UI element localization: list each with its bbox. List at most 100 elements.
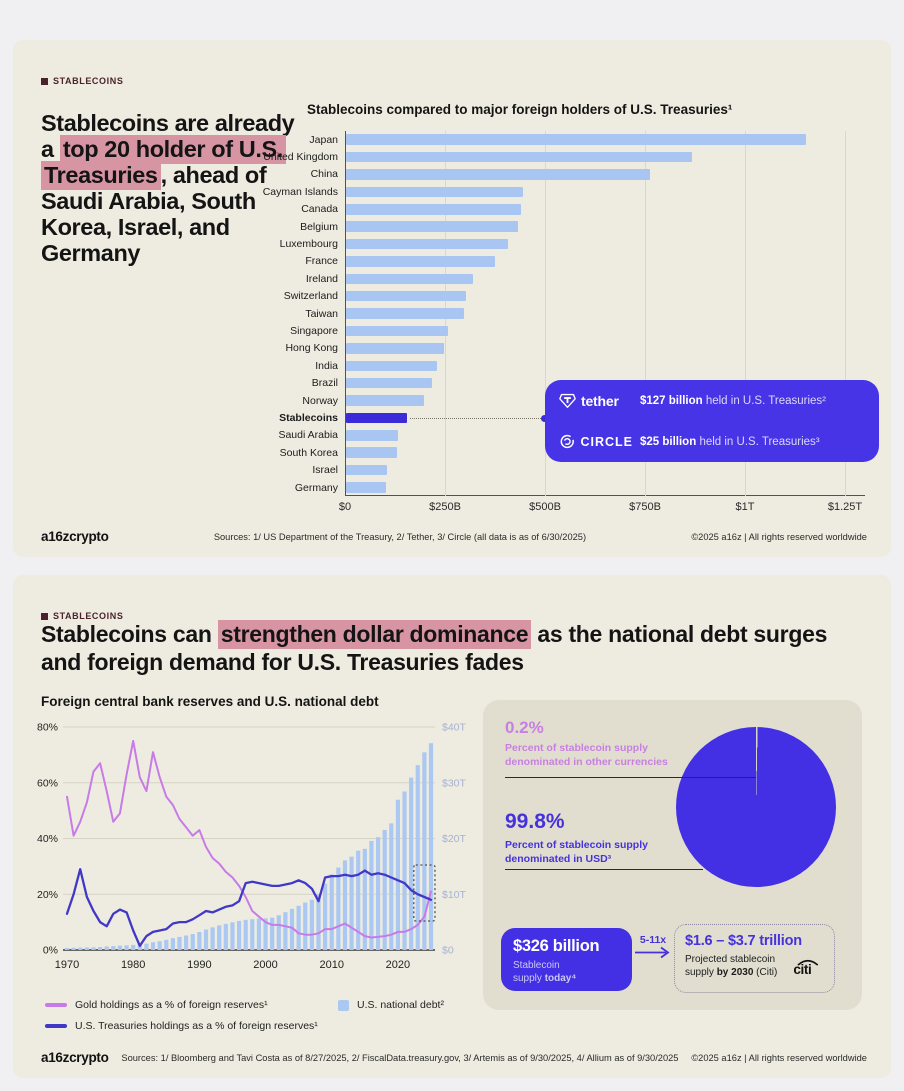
bar bbox=[346, 308, 464, 319]
bar-label: Cayman Islands bbox=[262, 185, 338, 198]
treasuries-line-swatch bbox=[45, 1024, 67, 1028]
bar-row-canada: Canada bbox=[295, 201, 865, 218]
debt-bar bbox=[190, 934, 195, 950]
debt-bar bbox=[422, 752, 427, 950]
combo-chart-svg: 0% $0 20% $10T 40% $20T 60% $30T 80% $40T 1970 1980… bbox=[37, 722, 467, 972]
circle-row: CIRCLE $25 billion held in U.S. Treasuri… bbox=[559, 433, 865, 450]
legend-label: U.S. Treasuries holdings as a % of forei… bbox=[75, 1020, 318, 1032]
bar bbox=[346, 377, 432, 389]
debt-bar bbox=[236, 920, 242, 950]
slide2-headline: Stablecoins can strengthen dollar domina… bbox=[41, 620, 841, 676]
left-tick-label: 20% bbox=[37, 889, 58, 901]
slide1-footer: a16zcrypto Sources: 1/ US Department of … bbox=[41, 529, 867, 544]
debt-bar bbox=[137, 944, 142, 950]
supply-label-today: today⁴ bbox=[544, 973, 577, 984]
debt-bar bbox=[131, 944, 136, 950]
slide-treasury-holders: STABLECOINS Stablecoins are already a to… bbox=[13, 40, 891, 557]
gold-line-swatch bbox=[45, 1003, 67, 1007]
leader-dot bbox=[540, 414, 548, 422]
debt-bar bbox=[184, 935, 189, 950]
tether-brand: tether bbox=[559, 392, 633, 409]
treasury-holders-chart: Stablecoins compared to major foreign ho… bbox=[262, 98, 865, 517]
debt-bar bbox=[91, 947, 96, 950]
bar bbox=[346, 464, 387, 476]
bar-row-ireland: Ireland bbox=[295, 270, 865, 287]
debt-bar bbox=[177, 936, 182, 950]
debt-bar bbox=[329, 874, 334, 950]
x-tick-label: 2000 bbox=[253, 959, 277, 971]
debt-bar bbox=[409, 777, 414, 950]
circle-wordmark: CIRCLE bbox=[580, 434, 633, 449]
projection-box: $1.6 – $3.7 trillion Projected stablecoi… bbox=[674, 924, 835, 993]
tether-wordmark: tether bbox=[581, 392, 619, 409]
right-tick-label: $20T bbox=[442, 833, 467, 845]
sources-text: Sources: 1/ Bloomberg and Tavi Costa as … bbox=[121, 1052, 679, 1063]
bar-row-belgium: Belgium bbox=[295, 218, 865, 235]
debt-bar bbox=[375, 837, 381, 950]
bar-label: India bbox=[315, 359, 338, 372]
bar-label: Luxembourg bbox=[279, 238, 338, 251]
growth-multiple-label: 5-11x bbox=[639, 934, 667, 946]
left-tick-label: 60% bbox=[37, 777, 58, 789]
debt-bar bbox=[157, 941, 162, 950]
bar-label: Ireland bbox=[305, 272, 338, 285]
legend-item-gold: Gold holdings as a % of foreign reserves… bbox=[45, 999, 327, 1011]
tag-label: STABLECOINS bbox=[53, 611, 124, 621]
right-tick-label: $0 bbox=[442, 945, 454, 957]
bar bbox=[346, 395, 424, 406]
circle-brand: CIRCLE bbox=[559, 433, 633, 450]
debt-bar bbox=[402, 791, 407, 950]
combo-chart-title: Foreign central bank reserves and U.S. n… bbox=[41, 694, 379, 709]
bar-row-brazil: Brazil bbox=[295, 374, 865, 391]
bar-label: Saudi Arabia bbox=[278, 429, 338, 442]
usd-pct: 99.8% bbox=[505, 810, 565, 833]
bar-row-india: India bbox=[295, 357, 865, 374]
debt-bar bbox=[289, 908, 295, 950]
grid-line bbox=[545, 131, 546, 497]
debt-bar bbox=[270, 917, 275, 950]
bar-label: Germany bbox=[294, 481, 338, 494]
bar-row-singapore: Singapore bbox=[290, 322, 865, 339]
debt-bar bbox=[276, 915, 281, 950]
circle-rest: held in U.S. Treasuries³ bbox=[696, 435, 820, 448]
debt-bar bbox=[124, 945, 129, 950]
legend-item-treasuries: U.S. Treasuries holdings as a % of forei… bbox=[45, 1020, 327, 1032]
gold-line bbox=[66, 739, 432, 939]
bar-label: Stablecoins bbox=[279, 411, 338, 424]
circle-icon bbox=[560, 434, 574, 449]
x-tick-label: 1980 bbox=[121, 959, 145, 971]
debt-bar bbox=[217, 925, 222, 950]
callout-rule-other bbox=[505, 777, 756, 778]
bar-label: France bbox=[305, 255, 338, 268]
usd-stat: 99.8% Percent of stablecoin supply denom… bbox=[505, 810, 675, 866]
bar-label: Israel bbox=[312, 464, 338, 477]
debt-bar bbox=[395, 799, 401, 950]
legend-label: U.S. national debt² bbox=[357, 999, 444, 1011]
debt-bar bbox=[356, 850, 361, 950]
debt-bar bbox=[111, 946, 116, 950]
headline-post: , ahead of Saudi Arabia, South Korea, Is… bbox=[41, 162, 267, 266]
bar-label: Japan bbox=[309, 133, 338, 146]
debt-bar bbox=[210, 927, 215, 950]
callout-rule-usd bbox=[505, 869, 703, 870]
bar-chart-x-axis: $0 $250B $500B $750B $1T $1.25T bbox=[295, 501, 865, 517]
tether-icon bbox=[559, 393, 576, 408]
bar bbox=[346, 151, 692, 163]
debt-bar bbox=[144, 943, 149, 950]
x-tick-label: 1990 bbox=[187, 959, 211, 971]
slide-dollar-dominance: STABLECOINS Stablecoins can strengthen d… bbox=[13, 575, 891, 1078]
left-tick-label: 0% bbox=[43, 945, 58, 957]
supply-value: $326 billion bbox=[513, 937, 600, 955]
debt-bar bbox=[71, 947, 76, 950]
bar-row-china: China bbox=[295, 166, 865, 183]
bar bbox=[346, 482, 386, 493]
tag-square-icon bbox=[41, 612, 48, 620]
callout-leader-line bbox=[409, 414, 548, 422]
debt-bar bbox=[197, 931, 202, 950]
debt-bar-swatch bbox=[338, 999, 349, 1011]
citi-logo: citi bbox=[793, 959, 819, 977]
bar-row-luxembourg: Luxembourg bbox=[279, 235, 865, 252]
growth-arrow: 5-11x bbox=[634, 934, 672, 964]
usd-label: Percent of stablecoin supply denominated… bbox=[505, 839, 648, 865]
x-tick-label: $250B bbox=[429, 501, 461, 514]
